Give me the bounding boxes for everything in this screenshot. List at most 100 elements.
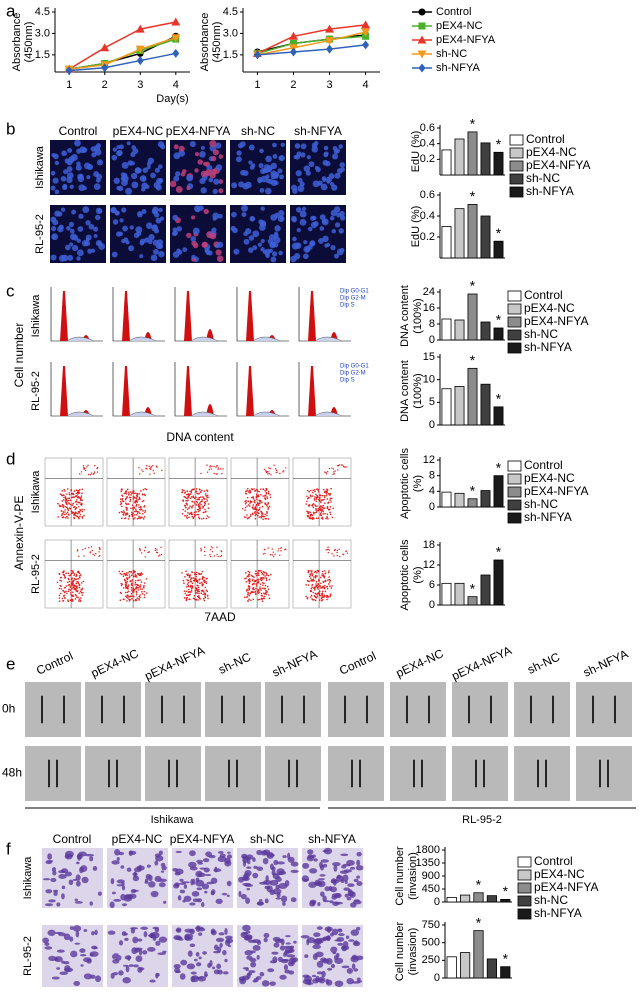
event (259, 507, 261, 509)
event (329, 581, 331, 583)
y-axis-label: DNA content (399, 285, 411, 347)
event (79, 473, 80, 474)
cell (73, 879, 77, 881)
event (276, 470, 277, 471)
event (70, 489, 72, 491)
cell (356, 955, 364, 960)
cell (231, 182, 237, 188)
cell (329, 886, 332, 891)
event (64, 597, 66, 599)
image (237, 848, 299, 908)
event (258, 572, 260, 574)
event (80, 510, 82, 512)
x-tick-label: 1 (254, 79, 260, 91)
cell (302, 863, 309, 869)
cell (248, 970, 255, 973)
event (264, 490, 266, 492)
cell (329, 900, 333, 903)
cell (204, 209, 209, 214)
event (141, 552, 142, 553)
event (83, 465, 84, 466)
row-label: 0h (2, 702, 15, 716)
event (201, 582, 203, 584)
cell (119, 144, 124, 149)
cell (225, 936, 233, 940)
event (261, 593, 263, 595)
y-tick-label: 16 (423, 302, 435, 314)
cell (156, 218, 162, 224)
cell (93, 171, 99, 177)
image (50, 140, 106, 195)
cell (320, 214, 326, 220)
event (77, 497, 79, 499)
event (126, 595, 128, 597)
y-tick-label: 3.0 (35, 27, 50, 39)
legend-label: pEX4-NFYA (436, 34, 496, 46)
event (201, 590, 203, 592)
y-tick-label: 10 (423, 374, 435, 386)
cell (98, 892, 102, 896)
event (311, 598, 313, 600)
event (133, 570, 135, 572)
cell (325, 161, 330, 166)
cell (302, 207, 306, 211)
event (259, 599, 261, 601)
cell (178, 895, 182, 900)
cell (179, 146, 185, 152)
event (257, 574, 259, 576)
event (250, 599, 252, 601)
cell (173, 152, 180, 159)
bar (481, 143, 490, 175)
cell (119, 940, 123, 945)
event (262, 489, 264, 491)
cell (132, 890, 139, 892)
event (255, 506, 257, 508)
image (302, 848, 364, 908)
event (142, 493, 144, 495)
event (196, 599, 198, 601)
cell (180, 960, 187, 966)
cell (127, 141, 131, 145)
bar (455, 386, 464, 425)
event (64, 591, 66, 593)
cell (320, 865, 324, 871)
legend-label: sh-NC (524, 327, 558, 341)
cell (296, 170, 302, 176)
cell (340, 248, 345, 253)
cell (155, 973, 159, 979)
event (205, 493, 207, 495)
event (257, 503, 259, 505)
event (266, 512, 268, 514)
event (193, 489, 195, 491)
cell (245, 182, 252, 189)
y-tick-label: 0 (429, 501, 435, 513)
event (265, 590, 267, 592)
event (130, 580, 132, 582)
event (189, 491, 191, 493)
cell (317, 881, 325, 888)
event (136, 576, 138, 578)
cell (260, 188, 265, 193)
cell (155, 853, 161, 857)
cell (75, 901, 83, 904)
event (70, 587, 72, 589)
cell (199, 151, 206, 158)
event (263, 582, 265, 584)
event (136, 494, 138, 496)
cell (135, 226, 142, 233)
event (201, 499, 203, 501)
event (211, 546, 212, 547)
event (129, 600, 131, 602)
event (76, 499, 78, 501)
cell (133, 875, 139, 881)
event (329, 579, 331, 581)
cell (172, 868, 178, 872)
cell (308, 227, 313, 232)
event (158, 555, 159, 556)
event (182, 513, 184, 515)
y-axis-label: Cell number (12, 323, 26, 388)
cell (327, 968, 332, 971)
event (331, 553, 332, 554)
cell (273, 154, 278, 159)
event (122, 498, 124, 500)
